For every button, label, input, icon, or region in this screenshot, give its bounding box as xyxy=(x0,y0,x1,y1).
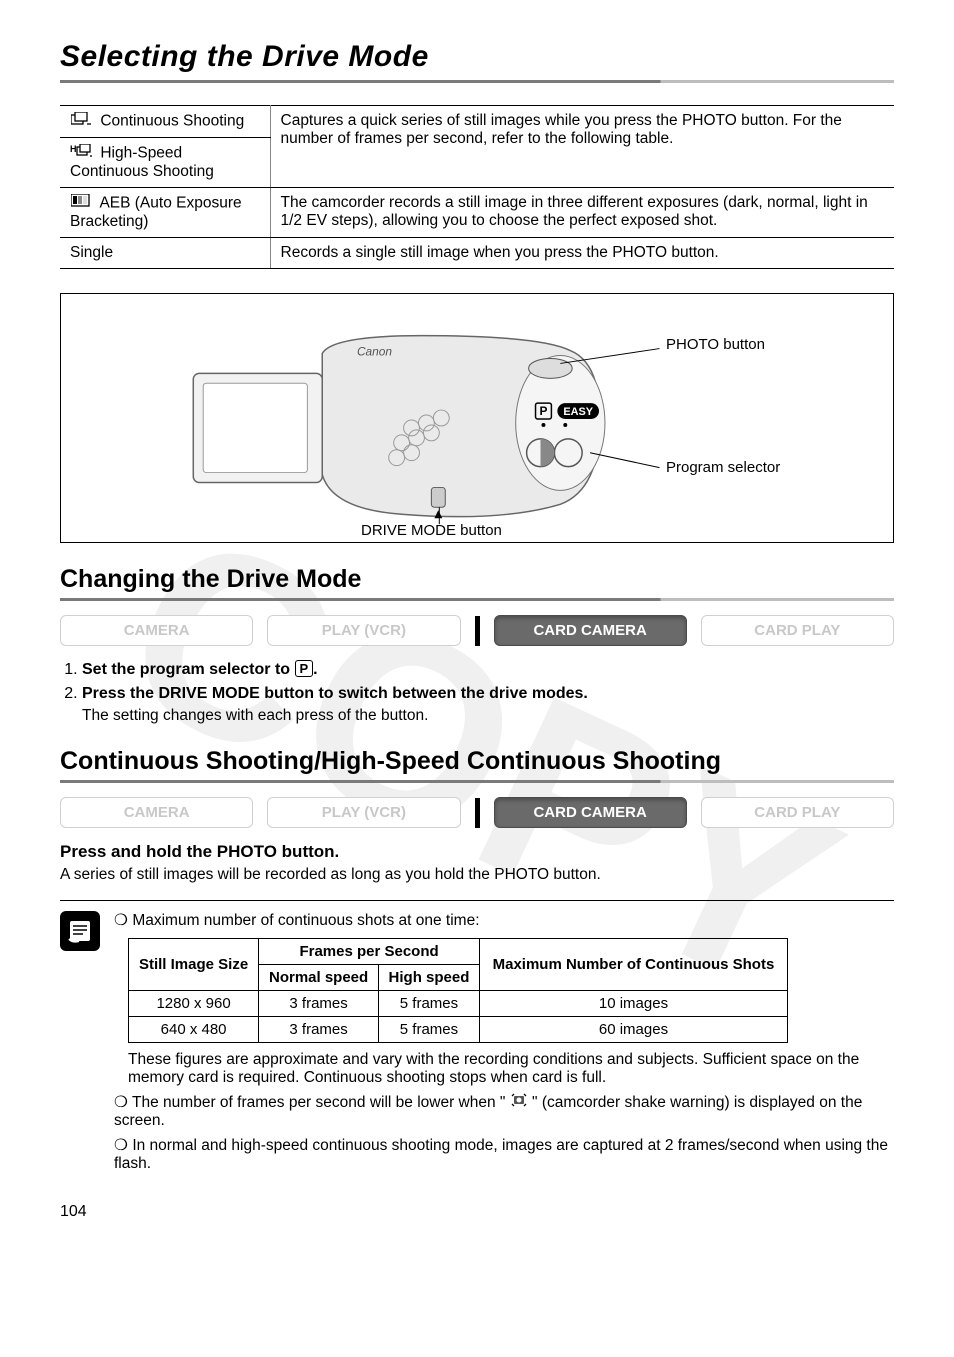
svg-text:EASY: EASY xyxy=(563,406,593,418)
step-item: Press the DRIVE MODE button to switch be… xyxy=(82,685,894,725)
note-b2-pre: The number of frames per second will be … xyxy=(132,1094,510,1111)
pill-play-vcr: PLAY (VCR) xyxy=(267,797,460,828)
note-intro: Maximum number of continuous shots at on… xyxy=(132,912,479,929)
steps-list: Set the program selector to P. Press the… xyxy=(60,660,894,725)
mode-label: Single xyxy=(70,244,113,261)
pill-card-camera: CARD CAMERA xyxy=(494,615,687,646)
aeb-icon xyxy=(70,194,92,213)
th-size: Still Image Size xyxy=(129,939,259,991)
step-desc: The setting changes with each press of t… xyxy=(82,707,894,725)
table-row: 640 x 480 3 frames 5 frames 60 images xyxy=(129,1017,788,1043)
shake-icon xyxy=(510,1093,528,1112)
table-row: 1280 x 960 3 frames 5 frames 10 images xyxy=(129,991,788,1017)
table-row: Continuous Shooting Captures a quick ser… xyxy=(60,106,894,138)
section-underline xyxy=(60,598,894,601)
continuous-icon xyxy=(70,112,92,131)
mode-pills-cont: CAMERA PLAY (VCR) CARD CAMERA CARD PLAY xyxy=(60,797,894,828)
p-icon: P xyxy=(295,660,314,677)
page-number: 104 xyxy=(60,1203,894,1221)
th-fps: Frames per Second xyxy=(259,939,480,965)
step-text: Press the DRIVE MODE button to switch be… xyxy=(82,685,588,702)
mode-label: Continuous Shooting xyxy=(100,113,244,130)
label-photo-button: PHOTO button xyxy=(666,336,765,353)
step-text: Set the program selector to xyxy=(82,661,295,678)
mode-desc: Captures a quick series of still images … xyxy=(270,106,894,188)
svg-text:Canon: Canon xyxy=(357,345,392,359)
mode-desc: Records a single still image when you pr… xyxy=(270,238,894,269)
step-item: Set the program selector to P. xyxy=(82,660,894,679)
section-underline xyxy=(60,780,894,783)
fps-table: Still Image Size Frames per Second Maxim… xyxy=(128,938,788,1043)
pill-card-play: CARD PLAY xyxy=(701,797,894,828)
pill-card-camera: CARD CAMERA xyxy=(494,797,687,828)
mode-pills-change: CAMERA PLAY (VCR) CARD CAMERA CARD PLAY xyxy=(60,615,894,646)
pill-play-vcr: PLAY (VCR) xyxy=(267,615,460,646)
svg-text:H: H xyxy=(70,144,77,154)
table-row: Single Records a single still image when… xyxy=(60,238,894,269)
table-row: AEB (Auto Exposure Bracketing) The camco… xyxy=(60,188,894,238)
mode-desc: The camcorder records a still image in t… xyxy=(270,188,894,238)
pill-camera: CAMERA xyxy=(60,797,253,828)
title-underline xyxy=(60,80,894,83)
notes-block: ❍ Maximum number of continuous shots at … xyxy=(60,911,894,1179)
pill-divider xyxy=(475,616,480,646)
instruction-head: Press and hold the PHOTO button. xyxy=(60,842,894,862)
th-high: High speed xyxy=(379,965,480,991)
svg-text:P: P xyxy=(539,404,547,418)
label-drive-mode-button: DRIVE MODE button xyxy=(361,522,502,539)
instruction-desc: A series of still images will be recorde… xyxy=(60,866,894,884)
notes-icon xyxy=(60,911,100,951)
pill-divider xyxy=(475,798,480,828)
step-text: . xyxy=(313,661,317,678)
pill-card-play: CARD PLAY xyxy=(701,615,894,646)
mode-label: AEB (Auto Exposure Bracketing) xyxy=(70,195,242,230)
pill-camera: CAMERA xyxy=(60,615,253,646)
section-title-change: Changing the Drive Mode xyxy=(60,565,894,594)
th-normal: Normal speed xyxy=(259,965,379,991)
section-title-cont: Continuous Shooting/High-Speed Continuou… xyxy=(60,747,894,776)
page-title: Selecting the Drive Mode xyxy=(60,40,894,74)
divider xyxy=(60,900,894,901)
note-after-table: These figures are approximate and vary w… xyxy=(128,1051,894,1087)
highspeed-icon: H xyxy=(70,144,92,163)
camcorder-diagram: Canon P EASY xyxy=(60,293,894,543)
label-program-selector: Program selector xyxy=(666,459,780,476)
drive-mode-table: Continuous Shooting Captures a quick ser… xyxy=(60,105,894,269)
th-max: Maximum Number of Continuous Shots xyxy=(479,939,787,991)
note-b3: In normal and high-speed continuous shoo… xyxy=(114,1137,888,1172)
